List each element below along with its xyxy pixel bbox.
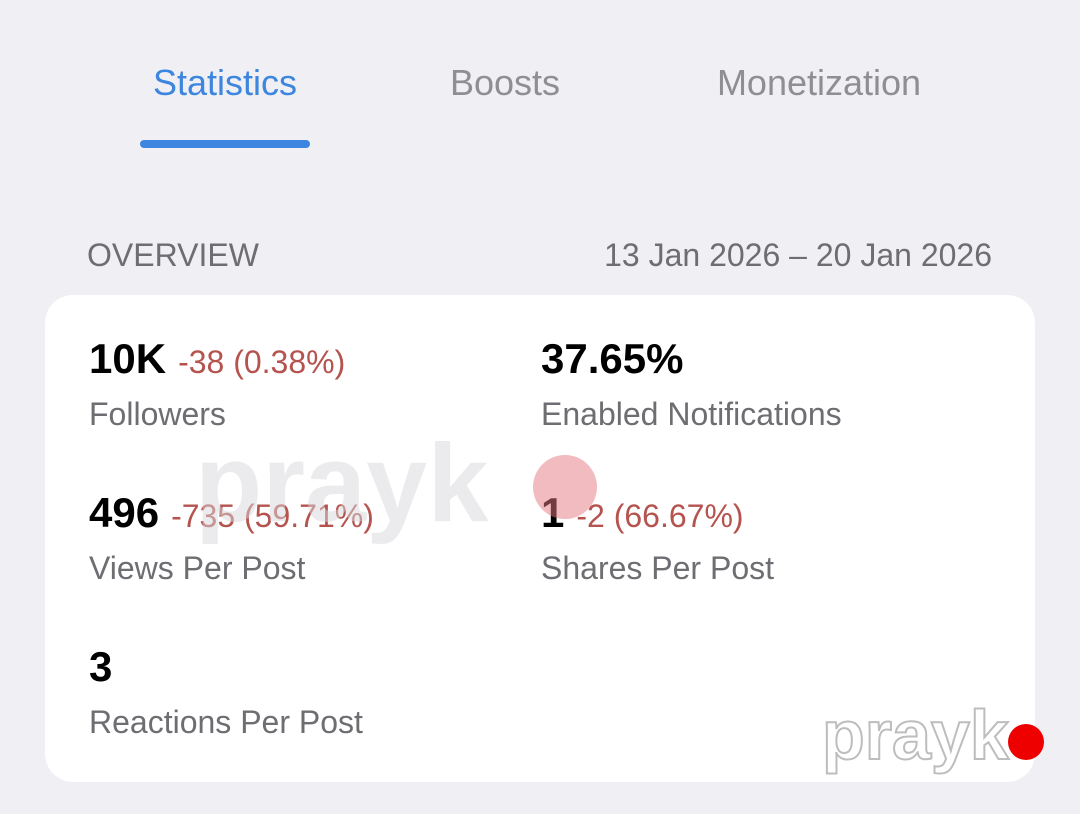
stat-label: Shares Per Post [541,550,774,586]
watermark: prayk [195,422,489,545]
tab-indicator [140,140,310,148]
watermark-logo: prayk [821,695,1010,775]
stat-value-row: 37.65% [541,335,683,383]
stat-value-row: 10K -38 (0.38%) [89,335,345,383]
stat-value-row: 496 -735 (59.71%) [89,489,374,537]
stat-change: -735 (59.71%) [171,498,374,534]
tab[interactable]: Boosts [449,62,561,103]
watermark-dot [533,455,597,519]
section-title: OVERVIEW [87,237,259,273]
stats-card [45,295,1035,782]
stat-change: -38 (0.38%) [178,344,346,380]
stat-label: Reactions Per Post [89,704,363,740]
stat-value: 3 [89,643,113,690]
stat-value: 37.65% [541,335,684,382]
date-range: 13 Jan 2026 – 20 Jan 2026 [604,237,992,273]
stat-change: -2 (66.67%) [576,498,744,534]
stat-label: Views Per Post [89,550,306,586]
stat-value: 496 [89,489,160,536]
stat-label: Followers [89,396,226,432]
watermark-logo-dot [1008,724,1044,760]
tab[interactable]: Monetization [716,62,922,103]
stat-value: 10K [89,335,167,382]
stat-label: Enabled Notifications [541,396,842,432]
tab[interactable]: Statistics [152,62,298,103]
stat-value-row: 3 [89,643,112,691]
